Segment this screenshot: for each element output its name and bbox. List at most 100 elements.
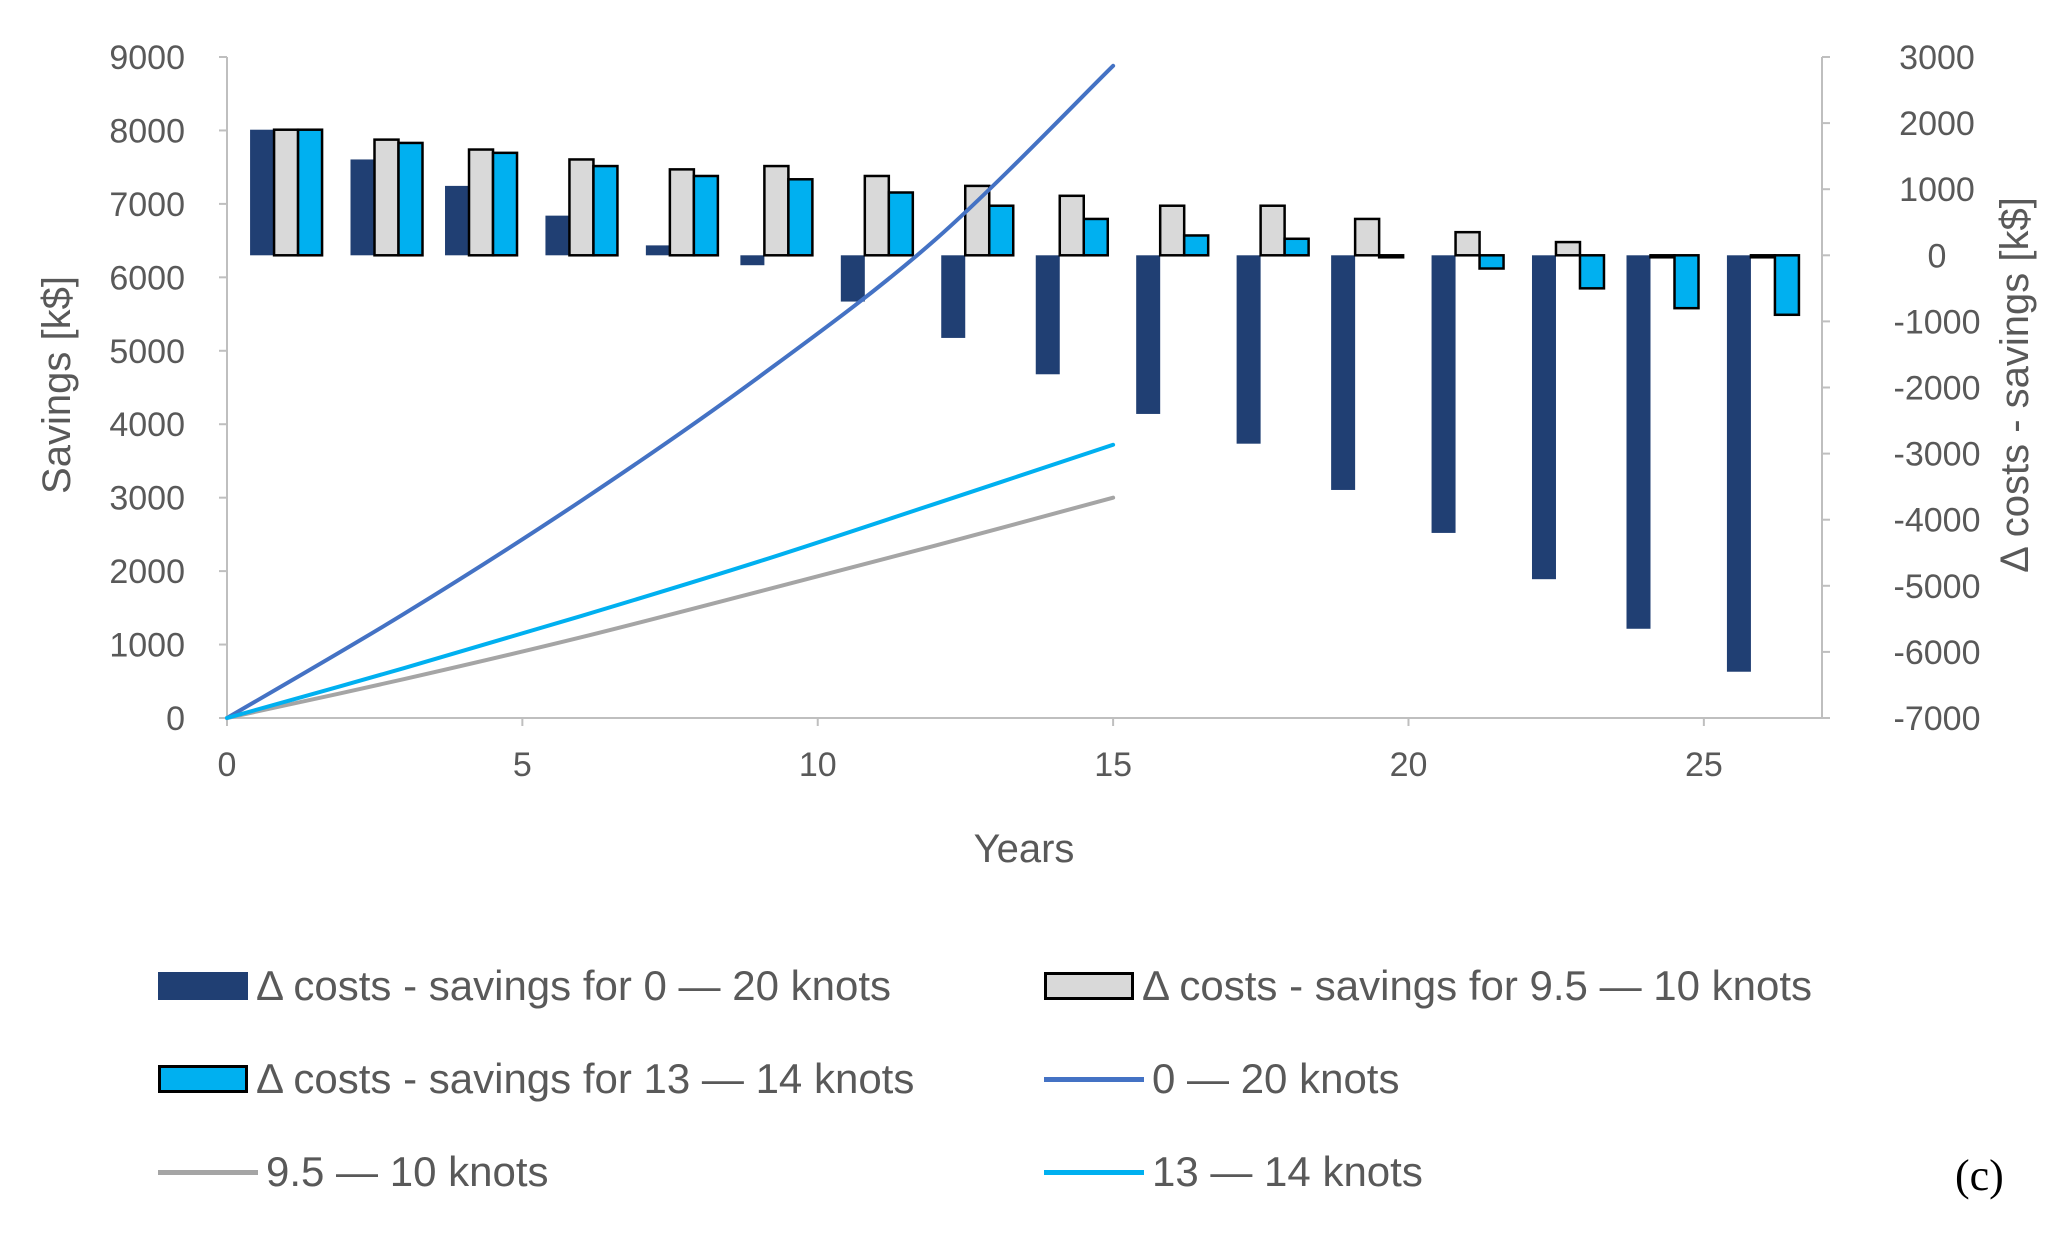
legend-label: Δ costs - savings for 0 — 20 knots <box>256 962 891 1009</box>
panel-label: (c) <box>1955 1151 2004 1200</box>
y-tick-label-right: 2000 <box>1899 105 1975 143</box>
line-series-2 <box>225 442 1116 720</box>
legend-swatch-line-9-5-10 <box>158 1169 258 1175</box>
line-series-0 <box>225 63 1116 720</box>
y-tick-label-right: -1000 <box>1894 303 1981 341</box>
bar-series-1-year-8 <box>1058 194 1086 257</box>
bar-series-0-year-6 <box>840 255 865 302</box>
y-tick-label-left: 9000 <box>109 39 185 77</box>
legend-label: 13 — 14 knots <box>1152 1148 1423 1195</box>
y-tick-label-left: 5000 <box>109 333 185 371</box>
legend-label: 9.5 — 10 knots <box>266 1148 549 1195</box>
bar-series-0-year-14 <box>1626 255 1651 629</box>
bar-series-2-year-4 <box>692 174 720 257</box>
bar-series-0-year-0 <box>250 129 275 256</box>
bar-series-1-year-15 <box>1749 254 1777 259</box>
y-tick-label-left: 8000 <box>109 112 185 150</box>
bar-series-0-year-13 <box>1531 255 1556 580</box>
legend-item-bar-0-20: Δ costs - savings for 0 — 20 knots <box>158 962 891 1010</box>
bar-series-0-year-11 <box>1331 255 1356 490</box>
y-axis-title-right: Δ costs - savings [k$] <box>1993 197 2037 573</box>
bar-series-2-year-1 <box>397 141 424 257</box>
y-tick-label-right: -3000 <box>1894 436 1981 474</box>
x-tick-label: 5 <box>513 746 532 784</box>
ticks: 0100020003000400050006000700080009000-70… <box>109 39 1980 784</box>
y-tick-label-left: 6000 <box>109 259 185 297</box>
bar-series-1-year-13 <box>1554 240 1582 257</box>
y-tick-label-left: 4000 <box>109 406 185 444</box>
bar-series-0-year-5 <box>740 255 765 266</box>
bar-series-2-year-5 <box>787 178 814 257</box>
bar-series-1-year-6 <box>863 174 891 257</box>
y-tick-label-left: 3000 <box>109 480 185 518</box>
bar-series-2-year-2 <box>491 151 519 257</box>
y-tick-label-right: -2000 <box>1894 370 1981 408</box>
bar-series-1-year-11 <box>1353 217 1381 257</box>
lines <box>225 63 1116 720</box>
bar-series-0-year-10 <box>1236 255 1261 444</box>
bar-series-0-year-7 <box>941 255 966 338</box>
bar-series-0-year-1 <box>350 159 375 256</box>
x-tick-label: 0 <box>218 746 237 784</box>
x-tick-label: 10 <box>799 746 837 784</box>
y-axis-title-left: Savings [k$] <box>35 276 79 494</box>
bar-series-0-year-4 <box>645 245 670 256</box>
legend-label: Δ costs - savings for 13 — 14 knots <box>256 1055 915 1102</box>
bar-series-0-year-12 <box>1431 255 1456 533</box>
bar-series-2-year-14 <box>1673 254 1700 310</box>
y-tick-label-left: 7000 <box>109 186 185 224</box>
bars <box>250 128 1801 672</box>
bar-series-0-year-3 <box>545 215 570 256</box>
bar-series-2-year-0 <box>296 128 324 257</box>
bar-series-0-year-8 <box>1035 255 1060 375</box>
y-tick-label-right: 0 <box>1928 237 1947 275</box>
bar-series-2-year-11 <box>1377 254 1405 259</box>
bar-series-1-year-4 <box>668 168 696 257</box>
bar-series-1-year-5 <box>763 164 790 257</box>
legend-item-bar-9-5-10: Δ costs - savings for 9.5 — 10 knots <box>1044 962 1812 1010</box>
bar-series-1-year-7 <box>963 184 991 257</box>
legend-swatch-bar-9-5-10 <box>1044 972 1134 1000</box>
bar-series-2-year-6 <box>887 191 915 257</box>
bar-series-1-year-0 <box>272 128 300 257</box>
legend-swatch-line-13-14 <box>1044 1169 1144 1175</box>
legend-swatch-line-0-20 <box>1044 1076 1144 1082</box>
y-tick-label-right: -4000 <box>1894 502 1981 540</box>
bar-series-2-year-3 <box>592 164 619 257</box>
bar-series-0-year-15 <box>1726 255 1751 672</box>
y-tick-label-left: 2000 <box>109 553 185 591</box>
y-tick-label-right: -7000 <box>1894 700 1981 738</box>
legend-label: 0 — 20 knots <box>1152 1055 1400 1102</box>
bar-series-2-year-10 <box>1283 237 1310 257</box>
bar-series-2-year-8 <box>1082 217 1110 257</box>
legend-label: Δ costs - savings for 9.5 — 10 knots <box>1142 962 1813 1009</box>
y-tick-label-right: 1000 <box>1899 171 1975 209</box>
bar-series-1-year-10 <box>1259 204 1286 257</box>
x-tick-label: 25 <box>1685 746 1723 784</box>
x-axis-title: Years <box>974 827 1075 871</box>
bar-series-1-year-14 <box>1649 254 1676 259</box>
x-tick-label: 20 <box>1390 746 1428 784</box>
bar-series-2-year-9 <box>1182 234 1210 257</box>
bar-series-1-year-9 <box>1158 204 1186 257</box>
bar-series-1-year-12 <box>1454 230 1481 257</box>
bar-series-1-year-2 <box>467 148 495 257</box>
legend-swatch-bar-13-14 <box>158 1065 248 1093</box>
y-tick-label-right: -6000 <box>1894 634 1981 672</box>
legend-item-line-0-20: 0 — 20 knots <box>1044 1055 1399 1103</box>
bar-series-1-year-3 <box>568 158 595 257</box>
bar-series-1-year-1 <box>373 138 400 257</box>
bar-series-0-year-9 <box>1136 255 1161 414</box>
bar-series-2-year-7 <box>987 204 1015 257</box>
x-tick-label: 15 <box>1094 746 1132 784</box>
y-tick-label-left: 0 <box>166 700 185 738</box>
bar-series-2-year-12 <box>1478 254 1505 270</box>
legend-swatch-bar-0-20 <box>158 972 248 1000</box>
bar-series-0-year-2 <box>445 185 470 256</box>
y-tick-label-right: 3000 <box>1899 39 1975 77</box>
y-tick-label-right: -5000 <box>1894 568 1981 606</box>
legend-item-line-9-5-10: 9.5 — 10 knots <box>158 1148 549 1196</box>
axes <box>219 56 1830 726</box>
bar-series-2-year-15 <box>1773 254 1801 317</box>
